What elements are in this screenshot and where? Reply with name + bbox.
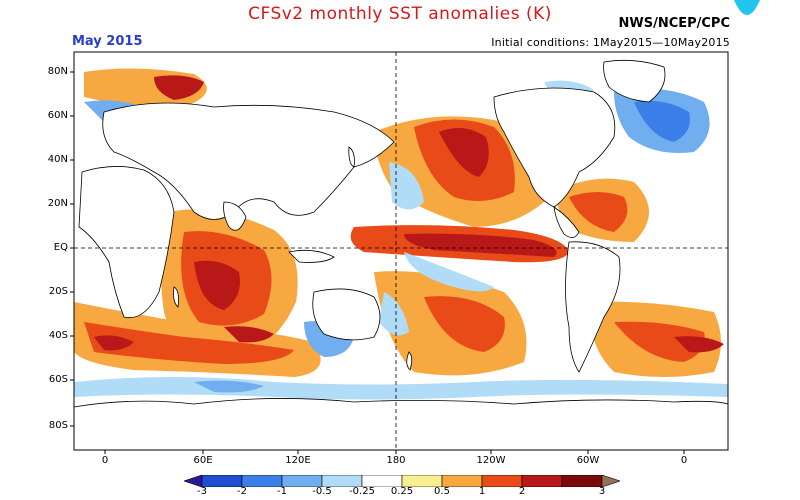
lat-label-40n: 40N: [47, 154, 68, 165]
colorbar-label: 3: [598, 486, 606, 497]
lat-label-60n: 60N: [47, 110, 68, 121]
agency-label: NWS/NCEP/CPC: [618, 16, 730, 31]
colorbar-label: -3: [197, 486, 207, 497]
land-masses: [74, 59, 728, 450]
map-canvas: [70, 51, 729, 454]
lon-label-120e: 120E: [285, 455, 311, 466]
chart-title: CFSv2 monthly SST anomalies (K): [248, 4, 552, 24]
lon-label-0-east: 0: [680, 455, 688, 466]
colorbar-swatch-max: [601, 474, 621, 488]
colorbar-label: -0.25: [349, 486, 375, 497]
initial-conditions-label: Initial conditions: 1May2015—10May2015: [491, 36, 730, 49]
colorbar-swatches: [183, 474, 621, 488]
colorbar-label: 0.5: [434, 486, 450, 497]
map-frame: [73, 51, 729, 451]
colorbar: [183, 472, 621, 491]
sst-anomaly-map: [70, 51, 729, 454]
lat-label-40s: 40S: [48, 330, 68, 341]
colorbar-label: 2: [518, 486, 526, 497]
lon-label-120w: 120W: [476, 455, 506, 466]
colorbar-label: -0.5: [312, 486, 332, 497]
warm-anomaly-fields: [74, 68, 724, 377]
colorbar-label: 1: [478, 486, 486, 497]
colorbar-label: 0.25: [390, 486, 414, 497]
lat-label-20s: 20S: [48, 286, 68, 297]
lon-label-180: 180: [386, 455, 406, 466]
lat-label-80s: 80S: [48, 420, 68, 431]
map-ticks: [70, 71, 685, 454]
lat-label-20n: 20N: [47, 198, 68, 209]
lon-label-60e: 60E: [193, 455, 213, 466]
lon-label-60w: 60W: [576, 455, 600, 466]
colorbar-label: -1: [277, 486, 287, 497]
month-label: May 2015: [72, 34, 143, 49]
lat-label-60s: 60S: [48, 374, 68, 385]
colorbar-label: -2: [237, 486, 247, 497]
lon-label-0-west: 0: [101, 455, 109, 466]
lat-label-80n: 80N: [47, 66, 68, 77]
noaa-logo-icon: [734, 0, 760, 15]
lat-label-eq: EQ: [53, 242, 68, 253]
